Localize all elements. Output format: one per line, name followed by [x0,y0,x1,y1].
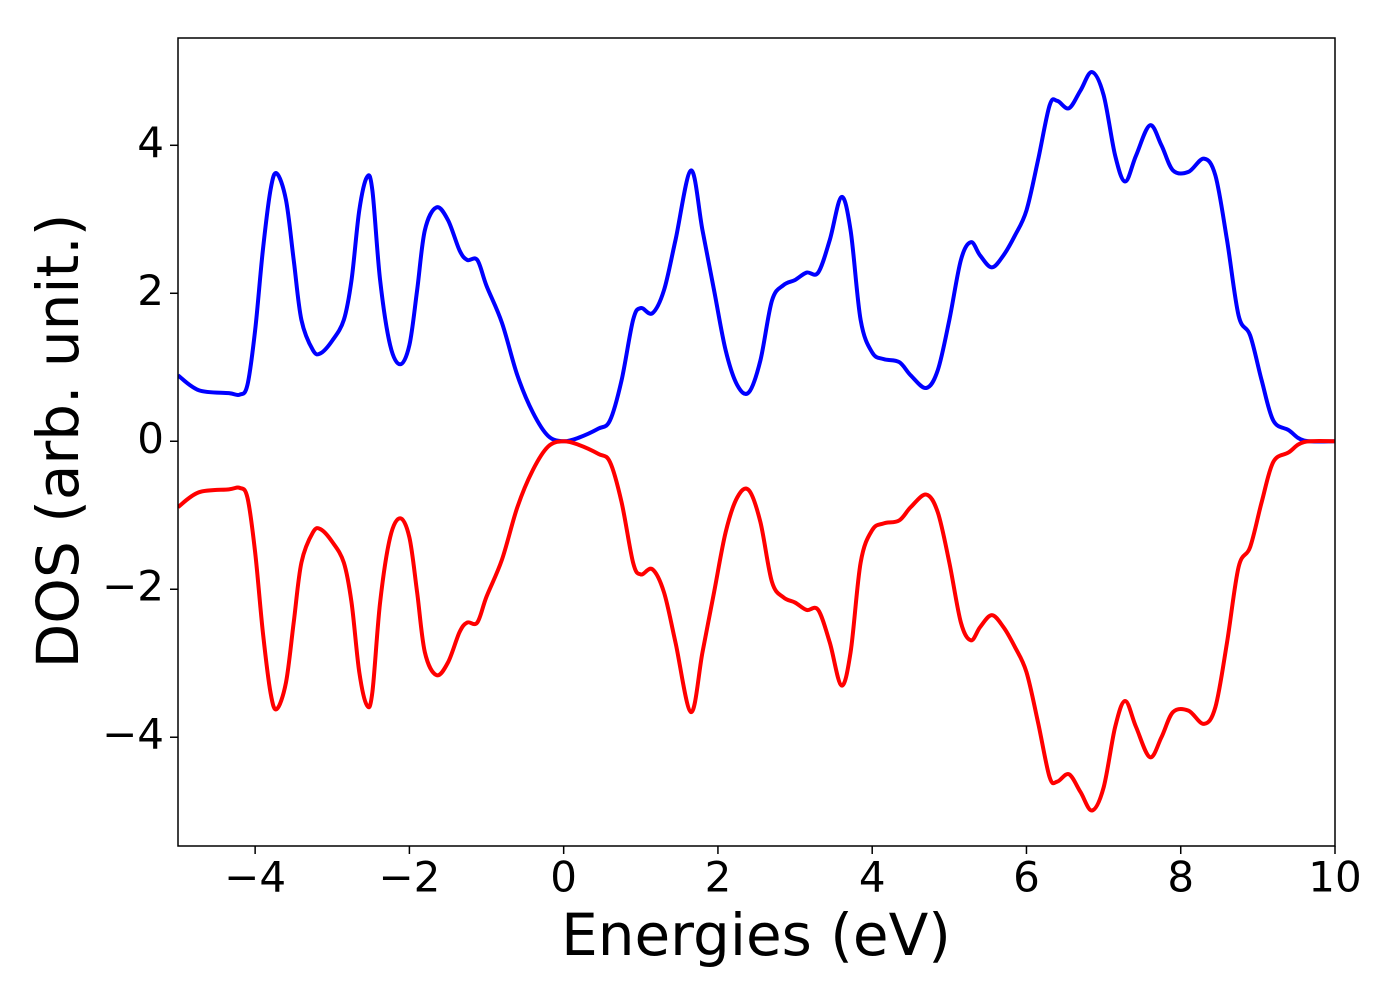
x-axis-label: Energies (eV) [561,901,951,969]
x-tick-label: 6 [1013,853,1040,902]
x-tick-label: 2 [705,853,732,902]
x-tick-label: −2 [378,853,440,902]
y-tick-label: 2 [137,266,164,315]
x-tick-label: 4 [859,853,886,902]
y-tick-label: 0 [137,414,164,463]
plot-frame [177,37,1336,847]
x-tick-label: 0 [550,853,577,902]
y-tick-label: −4 [102,710,164,759]
y-tick-label: 4 [137,118,164,167]
y-tick-label: −2 [102,562,164,611]
y-axis-label: DOS (arb. unit.) [24,214,92,669]
x-tick-label: 10 [1308,853,1361,902]
x-tick-label: 8 [1167,853,1194,902]
dos-line [178,438,1335,813]
dos-line [178,70,1335,444]
x-tick-label: −4 [224,853,286,902]
